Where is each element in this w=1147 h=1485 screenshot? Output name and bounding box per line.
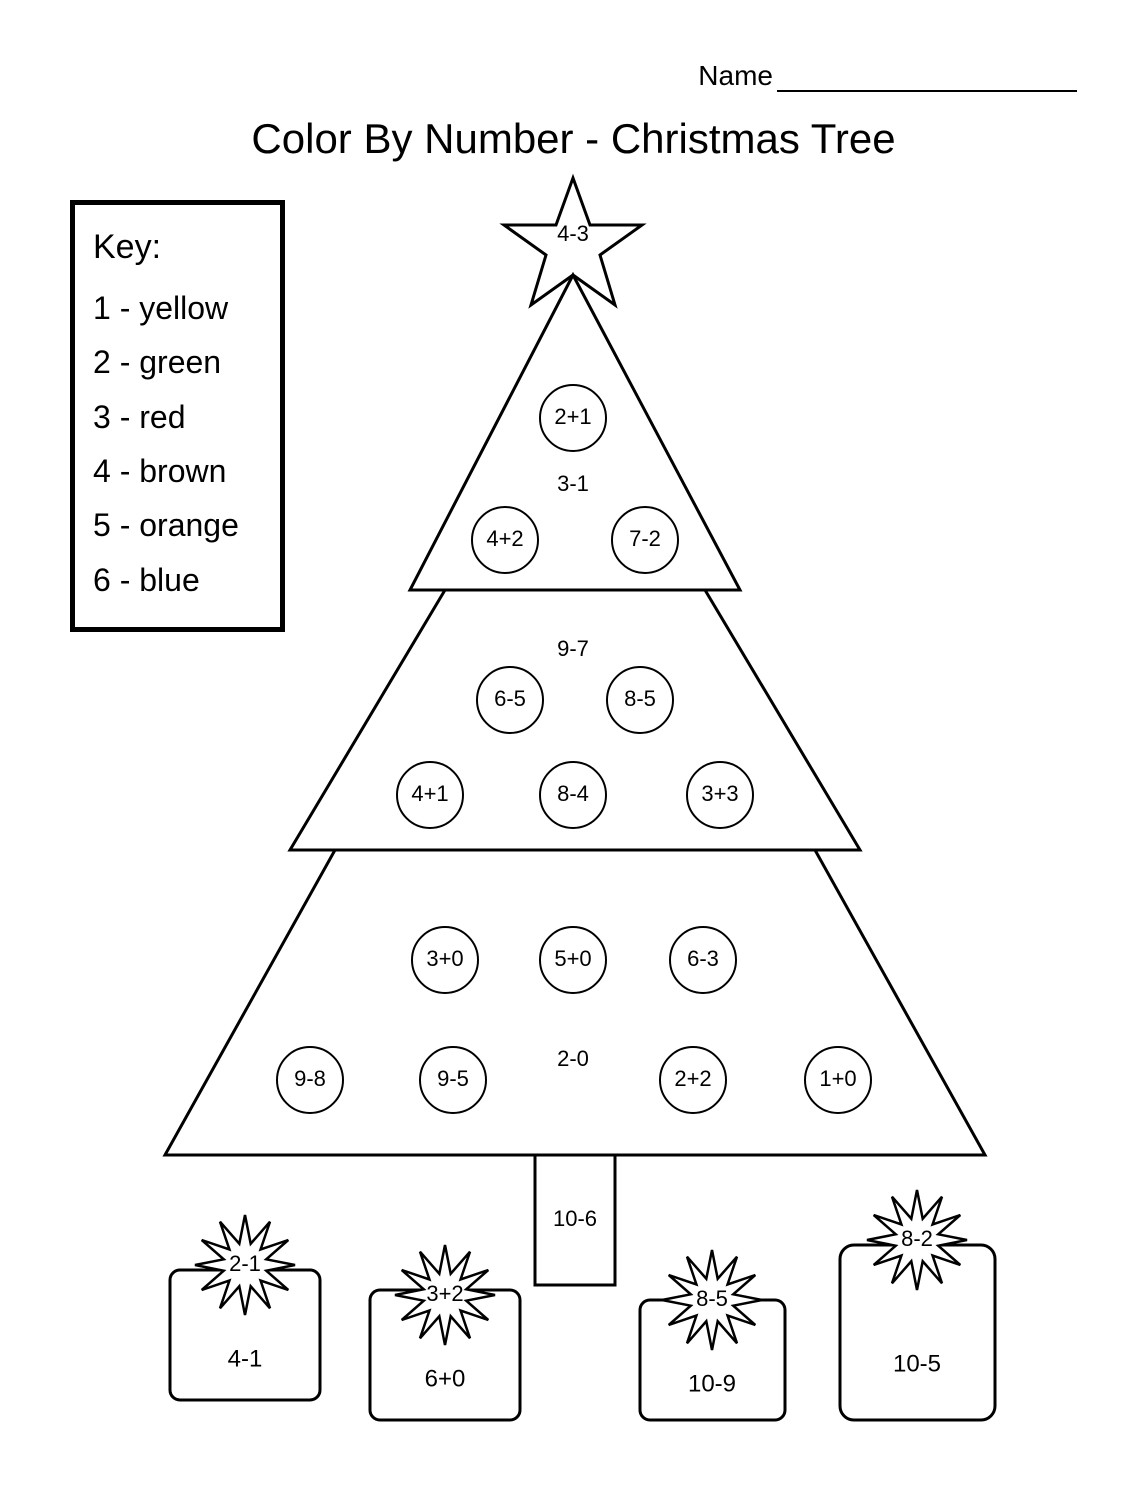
tree-expression: 9-7 xyxy=(557,636,589,661)
bow-expression: 3+2 xyxy=(426,1281,463,1306)
gift: 10-5 8-2 xyxy=(840,1190,995,1420)
ornament-expression: 3+0 xyxy=(426,946,463,971)
ornament-expression: 6-3 xyxy=(687,946,719,971)
ornament-expression: 4+1 xyxy=(411,781,448,806)
ornament-expression: 2+2 xyxy=(674,1066,711,1091)
name-label: Name xyxy=(698,60,773,91)
name-underline[interactable] xyxy=(777,68,1077,92)
ornament-expression: 9-5 xyxy=(437,1066,469,1091)
tree-expression: 3-1 xyxy=(557,471,589,496)
ornament-expression: 7-2 xyxy=(629,526,661,551)
bow-expression: 8-2 xyxy=(901,1226,933,1251)
tree-trunk: 10-6 xyxy=(535,1155,615,1285)
ornament-expression: 9-8 xyxy=(294,1066,326,1091)
gift-expression: 10-9 xyxy=(688,1370,736,1397)
gift-expression: 10-5 xyxy=(893,1350,941,1377)
gift-expression: 4-1 xyxy=(228,1345,263,1372)
ornament-expression: 5+0 xyxy=(554,946,591,971)
worksheet-scene: 4-3 10-6 3-1 9-7 2-0 2+1 4+2 7-2 6-5 8-5 4+1 8-4… xyxy=(0,170,1147,1460)
tree-expression: 2-0 xyxy=(557,1046,589,1071)
gift: 4-1 2-1 xyxy=(170,1215,320,1400)
ornament-expression: 8-4 xyxy=(557,781,589,806)
trunk-expression: 10-6 xyxy=(553,1206,597,1231)
ornament-expression: 1+0 xyxy=(819,1066,856,1091)
ornament-expression: 8-5 xyxy=(624,686,656,711)
ornament-expression: 2+1 xyxy=(554,404,591,429)
gift: 6+0 3+2 xyxy=(370,1245,520,1420)
ornament-expression: 3+3 xyxy=(701,781,738,806)
ornament-expression: 6-5 xyxy=(494,686,526,711)
bow-expression: 2-1 xyxy=(229,1251,261,1276)
ornament-expression: 4+2 xyxy=(486,526,523,551)
tree-tier xyxy=(165,850,985,1155)
name-field: Name xyxy=(698,60,1077,92)
gift-expression: 6+0 xyxy=(425,1365,466,1392)
star-expression: 4-3 xyxy=(557,221,589,246)
page-title: Color By Number - Christmas Tree xyxy=(0,115,1147,163)
bow-expression: 8-5 xyxy=(696,1286,728,1311)
gift: 10-9 8-5 xyxy=(640,1250,785,1420)
